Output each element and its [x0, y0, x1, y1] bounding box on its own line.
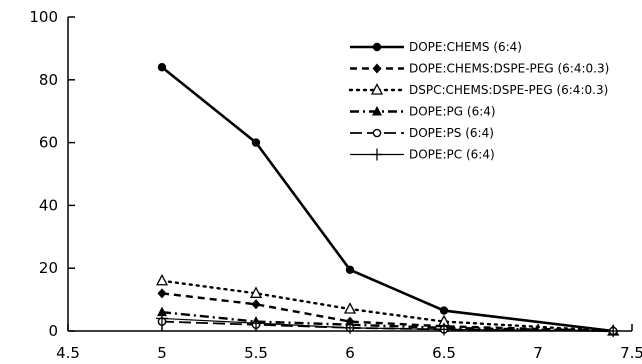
axes: 0 20 40 60 80 100 4.5 5 5.5 6 6.5 7 7.5 [29, 8, 642, 362]
y-tick-label: 0 [48, 322, 58, 340]
legend-marker [371, 148, 383, 161]
data-point [156, 312, 168, 325]
data-point [155, 273, 169, 286]
legend-item: DOPE:CHEMS (6:4) [350, 40, 522, 54]
x-tick-label: 4.5 [56, 344, 80, 362]
legend-marker [372, 106, 382, 116]
y-tick-label: 40 [39, 196, 58, 214]
legend-item: DSPC:CHEMS:DSPE-PEG (6:4:0.3) [348, 83, 608, 97]
data-point [157, 288, 167, 299]
data-point [157, 306, 167, 317]
series-line [161, 292, 614, 333]
legend-label: DSPC:CHEMS:DSPE-PEG (6:4:0.3) [409, 83, 608, 97]
series-layer [155, 63, 620, 337]
data-point [438, 323, 450, 336]
x-tick-label: 5.5 [244, 344, 268, 362]
data-point [345, 265, 355, 274]
data-point [249, 286, 263, 298]
data-point [250, 317, 262, 330]
legend-item: DOPE:CHEMS:DSPE-PEG (6:4:0.3) [350, 62, 609, 76]
legend-label: DOPE:PG (6:4) [409, 105, 496, 119]
y-tick-label: 100 [29, 8, 58, 26]
legend-marker [372, 42, 382, 52]
legend: DOPE:CHEMS (6:4) DOPE:CHEMS:DSPE-PEG (6:4… [348, 40, 609, 162]
x-tick-label: 5 [157, 344, 167, 362]
data-point [344, 321, 356, 334]
series-5 [157, 317, 618, 336]
x-tick-label: 7 [533, 344, 543, 362]
legend-item: DOPE:PG (6:4) [350, 105, 496, 119]
series-6 [156, 312, 620, 337]
legend-marker [372, 128, 382, 138]
series-line [161, 310, 614, 333]
data-point [607, 325, 620, 337]
legend-label: DOPE:PC (6:4) [409, 148, 495, 162]
data-point [343, 302, 357, 314]
series-1 [157, 63, 618, 336]
legend-item: DOPE:PS (6:4) [350, 126, 494, 140]
y-tick-label: 20 [39, 259, 58, 277]
data-point [251, 138, 261, 147]
x-tick-label: 6.5 [432, 344, 456, 362]
series-3 [155, 273, 620, 336]
data-point [251, 299, 261, 310]
y-tick-label: 80 [39, 71, 58, 89]
x-tick-label: 6 [345, 344, 355, 362]
data-point [157, 63, 167, 72]
legend-marker [372, 63, 382, 74]
y-tick-label: 60 [39, 134, 58, 152]
legend-marker [370, 83, 384, 95]
legend-label: DOPE:CHEMS (6:4) [409, 40, 522, 54]
data-point [439, 306, 449, 315]
legend-label: DOPE:CHEMS:DSPE-PEG (6:4:0.3) [409, 62, 609, 76]
x-tick-label: 7.5 [620, 344, 642, 362]
series-line [161, 66, 614, 333]
legend-label: DOPE:PS (6:4) [409, 126, 494, 140]
legend-item: DOPE:PC (6:4) [350, 148, 495, 162]
